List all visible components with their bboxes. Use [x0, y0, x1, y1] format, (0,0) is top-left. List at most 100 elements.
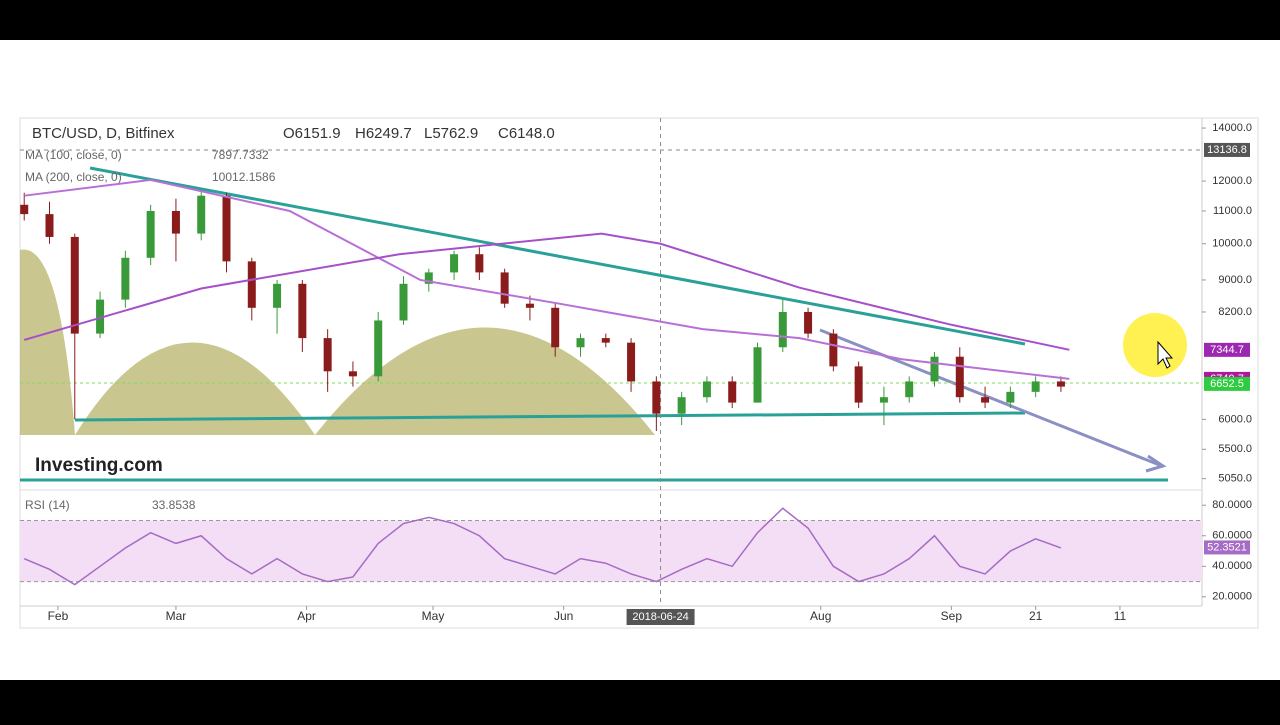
x-tick-label: May: [422, 609, 445, 623]
support-line: [74, 411, 1026, 422]
candle-body: [298, 283, 307, 339]
date-tag-bg: [626, 609, 695, 625]
ma-line: [24, 178, 1070, 380]
candle-body: [197, 195, 206, 234]
drawings: [20, 166, 1202, 583]
y-tick-label: 11000.0: [1213, 205, 1252, 217]
candle-body: [854, 366, 863, 403]
brand: Investing.com: [35, 455, 163, 476]
y-tick-label: 12000.0: [1212, 175, 1252, 187]
y-tick-label: 14000.0: [1212, 122, 1252, 134]
cursor-highlight: [1123, 313, 1187, 377]
ma-value: 10012.1586: [212, 170, 276, 184]
candle-body: [981, 397, 990, 403]
y-tick-label: 60.0000: [1212, 530, 1252, 542]
candle-body: [450, 254, 459, 273]
dome: [75, 342, 315, 435]
arrow-head: [1145, 454, 1167, 473]
dome: [315, 327, 655, 435]
candle-body: [70, 236, 79, 334]
rsi-line: [23, 507, 1062, 586]
rsi-tag: 52.3521: [1207, 541, 1247, 553]
mouse-pointer: [1157, 340, 1174, 369]
candle-body: [1056, 381, 1065, 387]
y-tick-label: 8200.0: [1218, 306, 1252, 318]
candle-body: [374, 320, 383, 377]
candle-body: [121, 257, 130, 300]
rsi-value: 33.8538: [152, 498, 196, 512]
candle-body: [348, 371, 357, 377]
x-tick-label: 21: [1029, 609, 1043, 623]
candle-body: [146, 210, 155, 258]
trend-arrow: [819, 328, 1163, 468]
ohlc-low: L5762.9: [424, 125, 478, 142]
candle-body: [905, 381, 914, 398]
x-tick-label: Mar: [166, 609, 187, 623]
candle-body: [601, 338, 610, 343]
candle-body: [829, 333, 838, 367]
rsi-tag-bg: [1204, 540, 1250, 555]
ohlc-high: H6249.7: [355, 125, 412, 142]
x-tick-label: Jun: [554, 609, 573, 623]
candle-body: [273, 283, 282, 308]
y-tick-label: 5050.0: [1218, 473, 1252, 485]
date-tag: 2018-06-24: [632, 611, 688, 623]
symbol-title: BTC/USD, D, Bitfinex: [32, 125, 175, 142]
x-tick-label: 11: [1114, 609, 1127, 623]
y-tick-label: 9000.0: [1218, 274, 1252, 286]
candle-body: [525, 303, 534, 308]
candle-body: [171, 210, 180, 234]
x-tick-label: Sep: [941, 609, 963, 623]
y-tick-label: 6000.0: [1218, 413, 1252, 425]
y-tick-label: 20.0000: [1212, 591, 1252, 603]
candle-body: [930, 356, 939, 382]
candle-body: [1031, 381, 1040, 392]
y-tick-label: 40.0000: [1212, 560, 1252, 572]
candle-body: [45, 214, 54, 237]
candle-body: [652, 381, 661, 414]
candle-body: [222, 195, 231, 262]
ma-value: 7897.7332: [212, 148, 269, 162]
y-tick-label: 80.0000: [1212, 499, 1252, 511]
crosshair-tag-bg: [1204, 142, 1250, 157]
price-tag: 7344.7: [1210, 344, 1244, 356]
candle-body: [399, 283, 408, 321]
x-tick-label: Aug: [810, 609, 831, 623]
candle-body: [475, 254, 484, 273]
candle-body: [576, 338, 585, 348]
crosshair-tag: 13136.8: [1207, 144, 1247, 156]
candle-body: [702, 381, 711, 398]
candle-body: [804, 311, 813, 334]
x-tick-label: Feb: [48, 609, 69, 623]
rsi-band: [20, 520, 1202, 582]
candle-body: [1006, 391, 1015, 403]
candle-body: [96, 299, 105, 334]
candle-body: [955, 356, 964, 398]
candle-body: [424, 272, 433, 284]
candle-body: [247, 261, 256, 308]
candle-body: [323, 338, 332, 372]
x-tick-label: Apr: [297, 609, 316, 623]
candle-body: [20, 204, 29, 215]
candle-body: [728, 381, 737, 403]
rsi-label: RSI (14): [25, 498, 70, 512]
candle-body: [879, 397, 888, 403]
candle-body: [753, 347, 762, 403]
candle-body: [677, 397, 686, 414]
ma-label: MA (100, close, 0): [25, 148, 122, 162]
ohlc-close: C6148.0: [498, 125, 555, 142]
candle-body: [627, 342, 636, 382]
ohlc-open: O6151.9: [283, 125, 341, 142]
price-tag-bg: [1204, 376, 1250, 391]
resistance-line: [89, 166, 1026, 346]
dome: [20, 249, 75, 435]
candle-body: [778, 311, 787, 348]
y-tick-label: 5500.0: [1218, 443, 1252, 455]
ma-line: [23, 232, 1070, 351]
ma-label: MA (200, close, 0): [25, 170, 122, 184]
price-tag: 6652.5: [1210, 378, 1244, 390]
price-tag-bg: [1204, 342, 1250, 357]
candle-body: [551, 307, 560, 348]
